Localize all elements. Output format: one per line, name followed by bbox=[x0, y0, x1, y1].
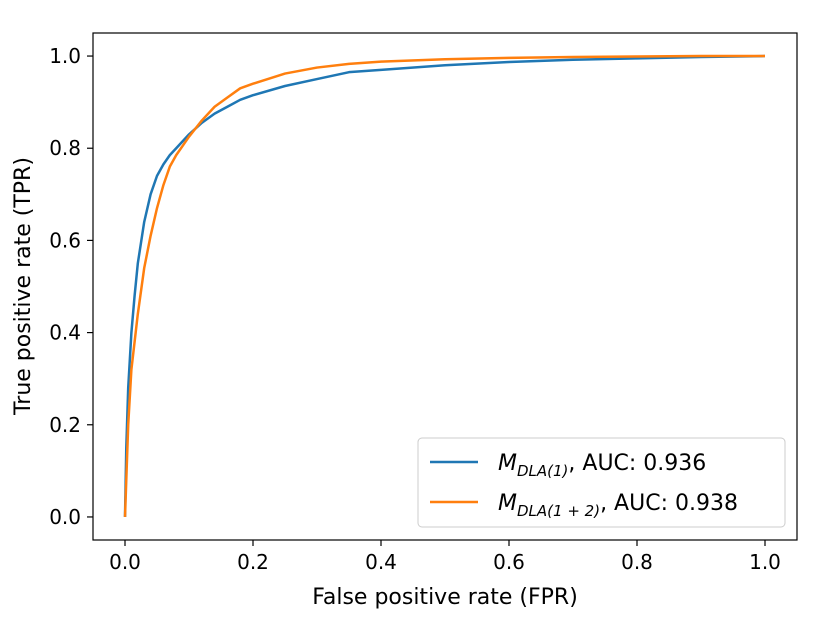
x-axis: 0.0 0.2 0.4 0.6 0.8 1.0 bbox=[109, 540, 781, 574]
roc-curve-series-2 bbox=[123, 54, 765, 517]
y-tick-label: 0.2 bbox=[49, 413, 81, 437]
x-tick-label: 0.0 bbox=[109, 550, 141, 574]
y-tick-label: 0.6 bbox=[49, 228, 81, 252]
legend-suffix-series-2: , AUC: 0.938 bbox=[600, 491, 738, 516]
legend-main-series-2: M bbox=[498, 491, 517, 516]
legend-suffix-series-1: , AUC: 0.936 bbox=[568, 451, 706, 476]
legend-label-series-2: MDLA(1 + 2), AUC: 0.938 bbox=[498, 491, 738, 520]
legend-main-series-1: M bbox=[498, 451, 517, 476]
axes-frame bbox=[92, 32, 798, 541]
roc-curve-series-1 bbox=[123, 54, 766, 517]
y-tick-label: 0.4 bbox=[49, 321, 81, 345]
y-tick-label: 0.0 bbox=[49, 505, 81, 529]
legend: MDLA(1), AUC: 0.936 MDLA(1 + 2), AUC: 0.… bbox=[417, 437, 786, 528]
legend-sub-series-1: DLA(1) bbox=[517, 462, 568, 480]
x-tick-label: 0.6 bbox=[493, 550, 525, 574]
x-tick-label: 0.4 bbox=[365, 550, 397, 574]
legend-box bbox=[417, 437, 786, 528]
y-tick-label: 0.8 bbox=[49, 136, 81, 160]
x-axis-label: False positive rate (FPR) bbox=[312, 585, 578, 610]
x-tick-label: 0.2 bbox=[237, 550, 269, 574]
series-layer bbox=[123, 54, 766, 517]
y-tick-label: 1.0 bbox=[49, 44, 81, 68]
legend-sub-series-2: DLA(1 + 2) bbox=[517, 502, 600, 520]
legend-label-series-1: MDLA(1), AUC: 0.936 bbox=[498, 451, 706, 480]
y-axis-label: True positive rate (TPR) bbox=[11, 157, 36, 416]
x-tick-label: 0.8 bbox=[621, 550, 653, 574]
y-axis: 0.0 0.2 0.4 0.6 0.8 1.0 bbox=[49, 44, 93, 529]
x-tick-label: 1.0 bbox=[749, 550, 781, 574]
